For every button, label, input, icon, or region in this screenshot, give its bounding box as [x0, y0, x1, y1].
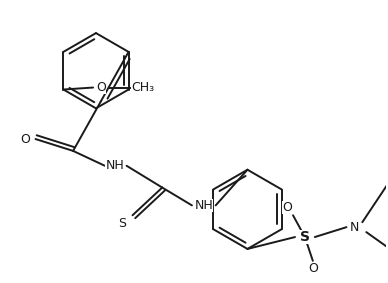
Text: CH₃: CH₃ [131, 81, 154, 94]
Text: S: S [300, 230, 310, 244]
Text: O: O [21, 132, 31, 145]
Text: O: O [96, 81, 106, 94]
Text: S: S [119, 217, 126, 230]
Text: N: N [350, 221, 359, 234]
Text: NH: NH [194, 199, 213, 212]
Text: NH: NH [105, 159, 124, 172]
Text: O: O [308, 262, 318, 275]
Text: O: O [282, 201, 292, 214]
